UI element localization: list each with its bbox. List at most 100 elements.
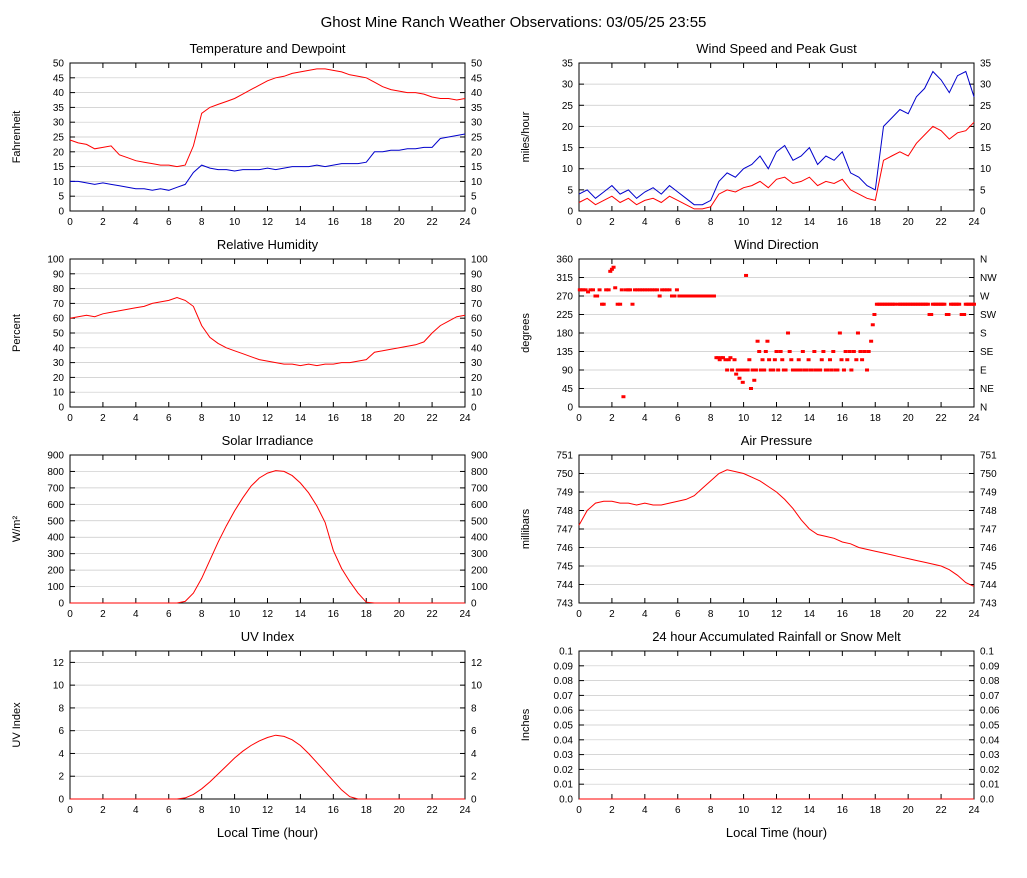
svg-text:0.03: 0.03 — [554, 750, 574, 761]
svg-text:14: 14 — [295, 413, 307, 424]
svg-text:45: 45 — [562, 384, 574, 395]
svg-text:600: 600 — [47, 500, 64, 511]
svg-text:0: 0 — [471, 207, 477, 218]
svg-text:270: 270 — [556, 292, 573, 303]
svg-text:2: 2 — [100, 805, 106, 816]
svg-text:25: 25 — [980, 101, 992, 112]
svg-text:0.02: 0.02 — [980, 765, 1000, 776]
svg-text:6: 6 — [675, 609, 681, 620]
svg-text:746: 746 — [980, 543, 997, 554]
weather-dashboard: Ghost Mine Ranch Weather Observations: 0… — [6, 14, 1020, 840]
svg-text:8: 8 — [471, 703, 477, 714]
svg-text:W/m²: W/m² — [11, 516, 23, 543]
svg-text:70: 70 — [471, 299, 483, 310]
svg-text:746: 746 — [556, 543, 573, 554]
svg-text:30: 30 — [471, 118, 483, 129]
svg-text:200: 200 — [47, 566, 64, 577]
svg-text:0: 0 — [67, 609, 73, 620]
chart-solar-irradiance: 0 0 100 100 200 200 300 300 400 400 500 500 600 600 70… — [6, 431, 511, 627]
svg-text:16: 16 — [328, 413, 340, 424]
svg-text:2: 2 — [609, 413, 615, 424]
svg-text:315: 315 — [556, 273, 573, 284]
svg-text:0.07: 0.07 — [980, 691, 1000, 702]
svg-text:300: 300 — [47, 549, 64, 560]
svg-text:10: 10 — [738, 413, 750, 424]
svg-text:60: 60 — [471, 314, 483, 325]
svg-text:0: 0 — [471, 795, 477, 806]
svg-text:400: 400 — [47, 533, 64, 544]
svg-text:22: 22 — [427, 217, 439, 228]
svg-text:744: 744 — [556, 580, 573, 591]
svg-text:2: 2 — [58, 772, 64, 783]
svg-text:20: 20 — [903, 413, 915, 424]
svg-text:747: 747 — [980, 525, 997, 536]
svg-text:0.01: 0.01 — [554, 780, 574, 791]
svg-text:80: 80 — [471, 284, 483, 295]
svg-text:4: 4 — [58, 749, 64, 760]
svg-text:20: 20 — [903, 217, 915, 228]
svg-text:2: 2 — [609, 609, 615, 620]
svg-text:0: 0 — [58, 599, 64, 610]
svg-text:16: 16 — [837, 805, 849, 816]
svg-text:20: 20 — [53, 147, 65, 158]
svg-text:15: 15 — [980, 143, 992, 154]
chart-canvas-air-pressure: 743 743 744 744 745 745 746 746 747 747 748 748 749 7… — [520, 433, 997, 620]
svg-text:12: 12 — [53, 658, 65, 669]
svg-text:900: 900 — [471, 451, 488, 462]
svg-text:45: 45 — [53, 73, 65, 84]
svg-text:30: 30 — [471, 358, 483, 369]
svg-text:14: 14 — [804, 217, 816, 228]
svg-text:Local Time (hour): Local Time (hour) — [726, 825, 827, 840]
svg-text:E: E — [980, 366, 987, 377]
svg-text:0: 0 — [67, 805, 73, 816]
svg-text:6: 6 — [166, 805, 172, 816]
svg-text:24: 24 — [968, 805, 980, 816]
svg-text:12: 12 — [771, 609, 783, 620]
svg-text:180: 180 — [556, 329, 573, 340]
svg-text:20: 20 — [53, 373, 65, 384]
svg-text:14: 14 — [295, 805, 307, 816]
svg-text:22: 22 — [427, 413, 439, 424]
svg-text:40: 40 — [53, 343, 65, 354]
svg-text:35: 35 — [53, 103, 65, 114]
svg-text:18: 18 — [361, 609, 373, 620]
svg-text:25: 25 — [53, 133, 65, 144]
svg-text:50: 50 — [471, 329, 483, 340]
svg-text:15: 15 — [53, 162, 65, 173]
svg-text:4: 4 — [133, 805, 139, 816]
svg-text:12: 12 — [771, 413, 783, 424]
svg-text:22: 22 — [936, 609, 948, 620]
svg-text:20: 20 — [903, 805, 915, 816]
chart-temperature-dewpoint: 0 0 5 5 10 10 15 15 20 20 25 25 30 30 35 35 40 40 45 45 50 50… — [6, 39, 511, 235]
svg-text:Fahrenheit: Fahrenheit — [11, 111, 23, 164]
svg-text:100: 100 — [471, 255, 488, 266]
chart-wind-speed-peak-gust: 0 0 5 5 10 10 15 15 20 20 25 25 30 30 35 35 0 2 4 6 8 10 12 14 1… — [515, 39, 1020, 235]
svg-text:SW: SW — [980, 310, 997, 321]
svg-text:45: 45 — [471, 73, 483, 84]
svg-text:10: 10 — [471, 681, 483, 692]
svg-text:600: 600 — [471, 500, 488, 511]
svg-text:90: 90 — [53, 269, 65, 280]
svg-text:0.05: 0.05 — [554, 721, 574, 732]
svg-text:4: 4 — [642, 217, 648, 228]
svg-text:2: 2 — [100, 217, 106, 228]
svg-text:8: 8 — [708, 805, 714, 816]
svg-text:700: 700 — [471, 483, 488, 494]
svg-text:NE: NE — [980, 384, 994, 395]
svg-text:6: 6 — [675, 217, 681, 228]
svg-text:4: 4 — [642, 413, 648, 424]
svg-text:6: 6 — [58, 726, 64, 737]
svg-text:24: 24 — [459, 413, 471, 424]
svg-text:500: 500 — [471, 516, 488, 527]
svg-text:10: 10 — [229, 805, 241, 816]
svg-text:16: 16 — [837, 609, 849, 620]
svg-text:8: 8 — [58, 703, 64, 714]
svg-text:4: 4 — [133, 609, 139, 620]
svg-text:14: 14 — [804, 805, 816, 816]
svg-text:8: 8 — [708, 413, 714, 424]
svg-text:30: 30 — [53, 118, 65, 129]
svg-text:20: 20 — [394, 217, 406, 228]
